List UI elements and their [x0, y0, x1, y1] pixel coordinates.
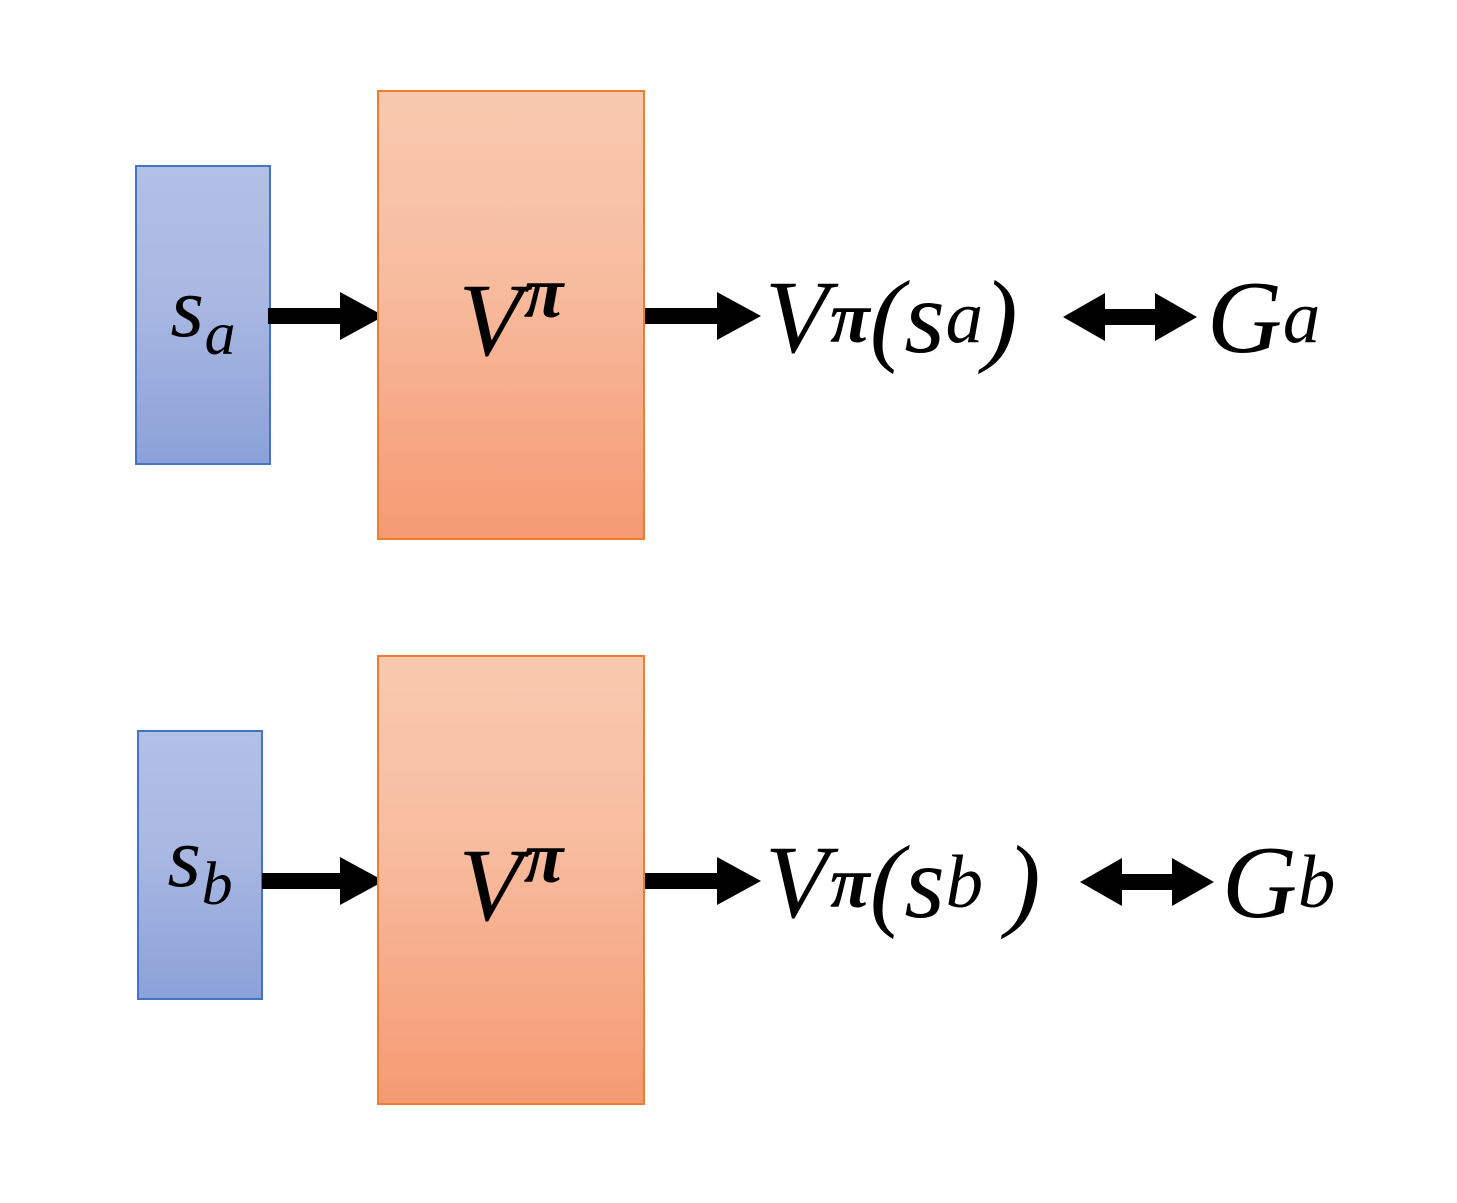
- output-expr-b-base: V: [765, 825, 829, 940]
- arrow-state-to-value-b: [262, 855, 386, 907]
- target-label-b-subscript: b: [1297, 840, 1336, 924]
- value-label-a-base: V: [458, 262, 523, 378]
- target-label-a-subscript: a: [1282, 275, 1321, 359]
- arrow-value-to-output-a: [645, 290, 763, 342]
- value-label-a: Vπ: [459, 252, 564, 373]
- value-box-b: Vπ: [377, 655, 645, 1105]
- state-box-a: sa: [135, 165, 271, 465]
- output-expr-b-open-paren: (: [869, 825, 905, 940]
- arrow-value-to-output-b: [645, 855, 763, 907]
- value-label-a-superscript: π: [523, 252, 564, 334]
- output-expr-a-base: V: [765, 260, 829, 375]
- state-label-a-base: s: [170, 258, 204, 355]
- state-box-b: sb: [137, 730, 263, 1000]
- output-expr-a-open-paren: (: [869, 260, 905, 375]
- state-label-b-base: s: [167, 808, 201, 905]
- state-label-a-subscript: a: [204, 300, 236, 369]
- output-expr-a-superscript: π: [829, 276, 870, 358]
- target-label-b-base: G: [1222, 825, 1298, 940]
- output-expr-b-arg-base: s: [904, 825, 945, 940]
- arrow-output-to-target-b: [1080, 858, 1214, 906]
- value-label-b: Vπ: [459, 817, 564, 938]
- state-label-a: sa: [170, 264, 235, 366]
- state-label-b-subscript: b: [201, 850, 233, 919]
- state-label-b: sb: [167, 814, 232, 916]
- output-expr-a-arg-subscript: a: [945, 275, 984, 359]
- arrow-output-to-target-a: [1063, 293, 1197, 341]
- target-label-a-base: G: [1207, 260, 1283, 375]
- value-label-b-superscript: π: [523, 817, 564, 899]
- output-expr-b-superscript: π: [829, 841, 870, 923]
- output-expr-b-arg-subscript: b: [945, 840, 984, 924]
- arrow-state-to-value-a: [268, 290, 386, 342]
- output-expr-a-arg-base: s: [904, 260, 945, 375]
- value-box-a: Vπ: [377, 90, 645, 540]
- output-expr-b-close-paren: ): [1005, 825, 1041, 940]
- value-label-b-base: V: [458, 827, 523, 943]
- output-expr-a-close-paren: ): [983, 260, 1018, 375]
